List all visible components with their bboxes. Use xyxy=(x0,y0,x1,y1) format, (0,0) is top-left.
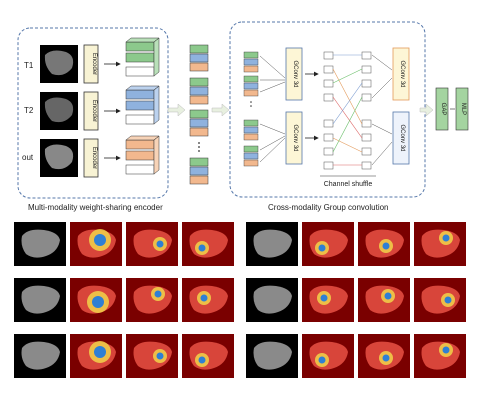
mri-slice xyxy=(246,278,298,322)
concat-stack xyxy=(189,44,209,185)
mri-slice xyxy=(14,334,66,378)
caption-encoder: Multi-modality weight-sharing encoder xyxy=(28,203,163,212)
shuffle-nodes-right xyxy=(361,51,372,170)
connector xyxy=(371,123,393,166)
feature-stack-t1 xyxy=(125,37,160,77)
svg-text:GAP: GAP xyxy=(440,103,446,116)
encoder-panel xyxy=(17,27,169,199)
attention-heatmap xyxy=(182,334,234,378)
attention-heatmap xyxy=(70,278,122,322)
attention-heatmap xyxy=(358,334,410,378)
mri-input-t1 xyxy=(40,45,78,83)
mlp-block: MLP xyxy=(455,87,469,131)
svg-text:Encoder: Encoder xyxy=(91,147,97,169)
heatmap-grid-left xyxy=(14,222,234,378)
svg-text:Encoder: Encoder xyxy=(91,53,97,75)
flow-arrow xyxy=(167,103,186,117)
gconv-block-right-top: GConv 3d xyxy=(392,47,410,101)
svg-text:Encoder: Encoder xyxy=(91,100,97,122)
attention-heatmap xyxy=(182,222,234,266)
shuffle-nodes-left xyxy=(323,51,334,170)
attention-heatmap xyxy=(302,278,354,322)
attention-heatmap xyxy=(358,278,410,322)
encoder-block-t1: Encoder xyxy=(83,44,99,84)
attention-heatmap xyxy=(126,278,178,322)
svg-text:GConv 3d: GConv 3d xyxy=(399,60,405,87)
svg-text:GConv 3d: GConv 3d xyxy=(399,124,405,151)
modality-label-out: out xyxy=(22,153,34,162)
svg-text:MLP: MLP xyxy=(460,103,466,115)
mri-slice xyxy=(14,222,66,266)
connector xyxy=(371,54,393,99)
group-input-stack xyxy=(243,51,259,167)
attention-heatmap xyxy=(182,278,234,322)
attention-heatmap xyxy=(70,334,122,378)
mri-slice xyxy=(246,334,298,378)
attention-heatmap xyxy=(414,278,466,322)
attention-heatmap xyxy=(126,334,178,378)
modality-label-t1: T1 xyxy=(24,61,34,70)
svg-text:GConv 3d: GConv 3d xyxy=(292,60,298,87)
attention-heatmap xyxy=(414,334,466,378)
connector xyxy=(259,123,286,163)
feature-stack-t2 xyxy=(125,85,160,125)
mri-input-t2 xyxy=(40,92,78,130)
attention-heatmap xyxy=(126,222,178,266)
gconv-block-left-bottom: GConv 3d xyxy=(285,111,303,165)
attention-heatmap xyxy=(70,222,122,266)
attention-heatmap xyxy=(302,222,354,266)
architecture-diagram: T1 T2 out Encoder Encoder Encoder xyxy=(17,21,469,199)
feature-stack-out xyxy=(125,135,160,175)
encoder-block-out: Encoder xyxy=(83,138,99,178)
flow-arrow xyxy=(419,103,434,117)
encoder-block-t2: Encoder xyxy=(83,91,99,131)
mri-input-out xyxy=(40,139,78,177)
svg-text:GConv 3d: GConv 3d xyxy=(292,124,298,151)
gconv-block-left-top: GConv 3d xyxy=(285,47,303,101)
connector xyxy=(259,55,286,93)
mri-slice xyxy=(14,278,66,322)
attention-heatmap xyxy=(302,334,354,378)
caption-group-conv: Cross-modality Group convolution xyxy=(268,203,389,212)
modality-label-t2: T2 xyxy=(24,106,34,115)
shuffle-lines xyxy=(332,54,363,166)
channel-shuffle-label: Channel shuffle xyxy=(324,181,373,188)
mri-slice xyxy=(246,222,298,266)
attention-heatmap xyxy=(414,222,466,266)
flow-arrow xyxy=(211,103,230,117)
gconv-block-right-bottom: GConv 3d xyxy=(392,111,410,165)
gap-block: GAP xyxy=(435,87,449,131)
heatmap-grid-right xyxy=(246,222,466,378)
attention-heatmap xyxy=(358,222,410,266)
